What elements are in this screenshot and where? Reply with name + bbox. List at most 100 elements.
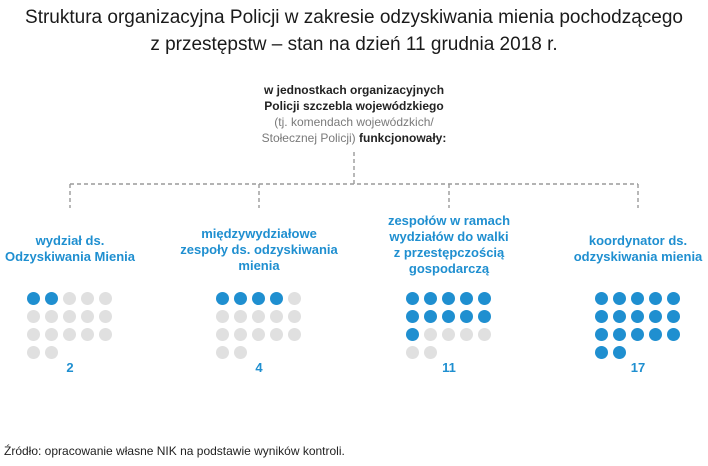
category-count-3: 11 bbox=[442, 360, 456, 375]
filled-dot bbox=[252, 292, 265, 305]
empty-dot bbox=[424, 328, 437, 341]
empty-dot bbox=[270, 310, 283, 323]
empty-dot bbox=[234, 328, 247, 341]
dot-grid-4 bbox=[595, 292, 680, 359]
intro-line-1: w jednostkach organizacyjnych bbox=[263, 83, 445, 97]
intro-line-3: (tj. komendach wojewódzkich/ bbox=[274, 115, 434, 129]
empty-dot bbox=[63, 328, 76, 341]
category-label-line: zespołów w ramach bbox=[387, 213, 511, 228]
filled-dot bbox=[667, 292, 680, 305]
intro-line-4-bold: funkcjonowały: bbox=[359, 131, 447, 145]
empty-dot bbox=[27, 328, 40, 341]
filled-dot bbox=[478, 310, 491, 323]
filled-dot bbox=[649, 310, 662, 323]
empty-dot bbox=[424, 346, 437, 359]
category-label-line: zespoły ds. odzyskiwania bbox=[180, 242, 338, 257]
category-count-4: 17 bbox=[630, 360, 646, 375]
filled-dot bbox=[595, 310, 608, 323]
filled-dot bbox=[442, 292, 455, 305]
empty-dot bbox=[45, 310, 58, 323]
category-label-line: międzywydziałowe bbox=[201, 226, 317, 241]
filled-dot bbox=[478, 292, 491, 305]
filled-dot bbox=[631, 292, 644, 305]
empty-dot bbox=[252, 328, 265, 341]
empty-dot bbox=[478, 328, 491, 341]
empty-dot bbox=[81, 292, 94, 305]
filled-dot bbox=[45, 292, 58, 305]
intro-line-4-gray: Stołecznej Policji) bbox=[261, 131, 356, 145]
filled-dot bbox=[631, 328, 644, 341]
filled-dot bbox=[667, 310, 680, 323]
category-label-2: międzywydziałowe zespoły ds. odzyskiwania… bbox=[169, 226, 349, 274]
intro-line-2: Policji szczebla wojewódzkiego bbox=[264, 99, 444, 113]
empty-dot bbox=[234, 310, 247, 323]
title-line-2: z przestępstw – stan na dzień 11 grudnia… bbox=[150, 34, 558, 55]
dot-grid-3 bbox=[406, 292, 491, 359]
category-label-line: koordynator ds. bbox=[588, 233, 688, 248]
category-label-line: wydziałów do walki bbox=[389, 229, 509, 244]
filled-dot bbox=[270, 292, 283, 305]
filled-dot bbox=[649, 328, 662, 341]
empty-dot bbox=[216, 328, 229, 341]
empty-dot bbox=[270, 328, 283, 341]
filled-dot bbox=[460, 292, 473, 305]
empty-dot bbox=[406, 346, 419, 359]
source-note: Źródło: opracowanie własne NIK na podsta… bbox=[4, 444, 345, 458]
empty-dot bbox=[252, 310, 265, 323]
empty-dot bbox=[45, 328, 58, 341]
category-count-1: 2 bbox=[66, 360, 74, 375]
empty-dot bbox=[442, 328, 455, 341]
intro-line-4: Stołecznej Policji) funkcjonowały: bbox=[204, 130, 504, 146]
empty-dot bbox=[63, 310, 76, 323]
filled-dot bbox=[406, 292, 419, 305]
filled-dot bbox=[613, 328, 626, 341]
filled-dot bbox=[667, 328, 680, 341]
filled-dot bbox=[234, 292, 247, 305]
category-label-3: zespołów w ramach wydziałów do walki z prz… bbox=[359, 213, 539, 277]
chart-title: Struktura organizacyjna Policji w zakres… bbox=[0, 4, 708, 58]
empty-dot bbox=[216, 310, 229, 323]
empty-dot bbox=[81, 310, 94, 323]
filled-dot bbox=[442, 310, 455, 323]
dot-grid-1 bbox=[27, 292, 112, 359]
filled-dot bbox=[216, 292, 229, 305]
empty-dot bbox=[63, 292, 76, 305]
category-label-1: wydział ds. Odzyskiwania Mienia bbox=[0, 233, 160, 265]
category-count-2: 4 bbox=[255, 360, 263, 375]
category-label-line: odzyskiwania mienia bbox=[573, 249, 703, 264]
empty-dot bbox=[460, 328, 473, 341]
empty-dot bbox=[99, 328, 112, 341]
empty-dot bbox=[27, 310, 40, 323]
filled-dot bbox=[595, 346, 608, 359]
intro-text: w jednostkach organizacyjnych Policji sz… bbox=[204, 82, 504, 146]
empty-dot bbox=[288, 292, 301, 305]
filled-dot bbox=[649, 292, 662, 305]
category-label-line: mienia bbox=[238, 258, 280, 273]
filled-dot bbox=[424, 310, 437, 323]
empty-dot bbox=[216, 346, 229, 359]
filled-dot bbox=[406, 328, 419, 341]
filled-dot bbox=[406, 310, 419, 323]
dot-grid-2 bbox=[216, 292, 301, 359]
empty-dot bbox=[27, 346, 40, 359]
category-label-line: Odzyskiwania Mienia bbox=[4, 249, 136, 264]
filled-dot bbox=[424, 292, 437, 305]
title-line-1: Struktura organizacyjna Policji w zakres… bbox=[25, 7, 683, 28]
empty-dot bbox=[45, 346, 58, 359]
empty-dot bbox=[288, 310, 301, 323]
filled-dot bbox=[613, 346, 626, 359]
filled-dot bbox=[595, 328, 608, 341]
filled-dot bbox=[595, 292, 608, 305]
category-label-line: wydział ds. bbox=[35, 233, 105, 248]
filled-dot bbox=[613, 310, 626, 323]
empty-dot bbox=[99, 310, 112, 323]
category-label-line: z przestępczością bbox=[393, 245, 505, 260]
filled-dot bbox=[631, 310, 644, 323]
filled-dot bbox=[613, 292, 626, 305]
empty-dot bbox=[288, 328, 301, 341]
filled-dot bbox=[460, 310, 473, 323]
category-label-4: koordynator ds. odzyskiwania mienia bbox=[548, 233, 708, 265]
category-label-line: gospodarczą bbox=[408, 261, 490, 276]
filled-dot bbox=[27, 292, 40, 305]
